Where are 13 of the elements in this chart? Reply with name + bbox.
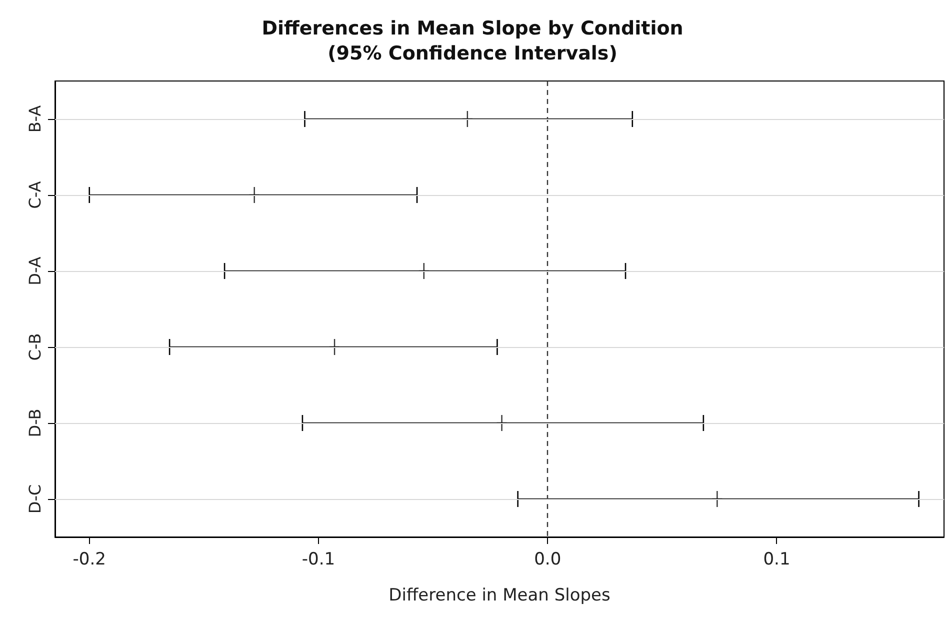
y-tick-label: D-C xyxy=(26,484,44,514)
y-tick-label: C-A xyxy=(26,181,44,209)
x-tick-label: -0.2 xyxy=(72,550,106,570)
chart-subtitle: (95% Confidence Intervals) xyxy=(328,42,618,64)
x-tick-label: 0.1 xyxy=(763,550,790,570)
y-tick-label: D-A xyxy=(26,256,44,286)
y-tick-label: C-B xyxy=(26,333,44,361)
x-axis-title: Difference in Mean Slopes xyxy=(388,586,610,606)
y-tick-label: B-A xyxy=(26,105,44,133)
x-tick-label: -0.1 xyxy=(302,550,336,570)
x-tick-label: 0.0 xyxy=(534,550,562,570)
chart-title: Differences in Mean Slope by Condition xyxy=(262,18,684,40)
y-tick-label: D-B xyxy=(26,408,44,438)
